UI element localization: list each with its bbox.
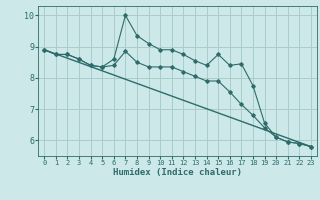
X-axis label: Humidex (Indice chaleur): Humidex (Indice chaleur) [113, 168, 242, 177]
